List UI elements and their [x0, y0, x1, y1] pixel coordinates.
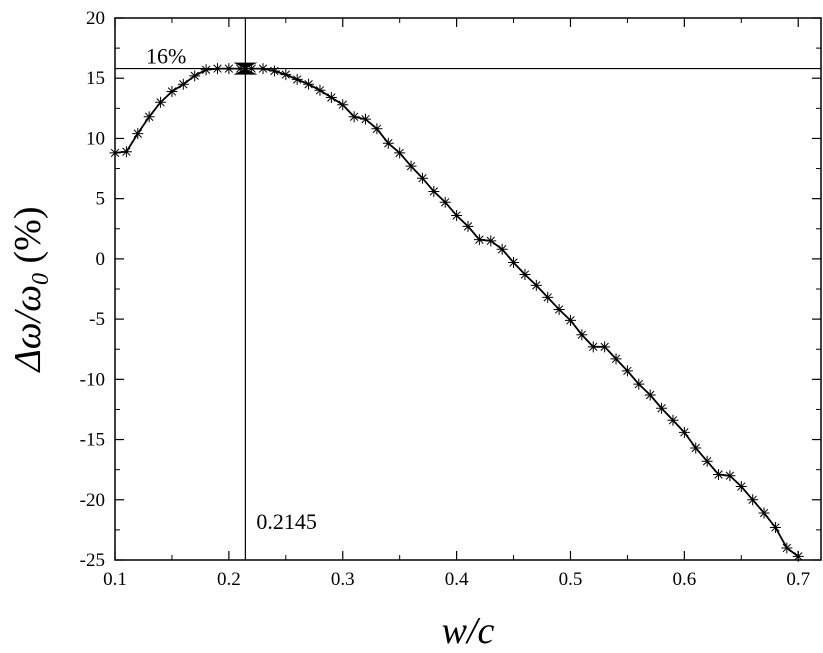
data-point-marker — [246, 63, 258, 75]
data-point-marker — [747, 494, 759, 506]
y-tick-label: -10 — [80, 369, 105, 390]
data-point-marker — [781, 542, 793, 554]
data-point-marker — [223, 63, 235, 75]
y-tick-label: 15 — [86, 68, 105, 89]
data-point-marker — [303, 78, 315, 90]
x-tick-label: 0.7 — [786, 569, 810, 590]
data-point-marker — [360, 113, 372, 125]
data-point-marker — [280, 69, 292, 81]
data-point-marker — [120, 146, 132, 158]
data-point-marker — [553, 303, 565, 315]
data-point-marker — [177, 78, 189, 90]
y-tick-label: 20 — [86, 8, 105, 29]
data-point-marker — [792, 550, 804, 562]
y-axis-title: Δω/ω0 (%) — [7, 207, 54, 374]
data-point-marker — [348, 111, 360, 123]
y-tick-label: 10 — [86, 128, 105, 149]
plot-frame — [114, 17, 822, 561]
data-point-marker — [564, 314, 576, 326]
data-point-marker — [496, 243, 508, 255]
data-point-marker — [416, 172, 428, 184]
data-point-marker — [143, 111, 155, 123]
data-point-marker — [428, 185, 440, 197]
data-point-marker — [542, 291, 554, 303]
y-tick-label: -5 — [89, 309, 105, 330]
data-point-marker — [268, 65, 280, 77]
data-point-marker — [155, 96, 167, 108]
data-point-marker — [439, 196, 451, 208]
data-point-marker — [462, 220, 474, 232]
y-tick-label: 0 — [96, 249, 106, 270]
x-tick-label: 0.5 — [559, 569, 583, 590]
peak-value-label: 16% — [146, 44, 186, 69]
axis-ticks — [114, 17, 821, 561]
y-tick-label: -15 — [80, 430, 105, 451]
data-point-marker — [405, 160, 417, 172]
x-tick-labels: 0.1 0.2 0.3 0.4 0.5 0.6 0.7 — [103, 569, 810, 590]
data-point-marker — [451, 210, 463, 222]
data-point-marker — [189, 70, 201, 82]
data-point-marker — [325, 91, 337, 103]
data-point-marker — [485, 235, 497, 247]
data-point-marker — [394, 147, 406, 159]
data-point-marker — [735, 481, 747, 493]
data-point-marker — [473, 234, 485, 246]
data-point-marker — [758, 507, 770, 519]
data-point-marker — [200, 64, 212, 76]
y-tick-label: 5 — [96, 189, 106, 210]
x-tick-label: 0.3 — [331, 569, 355, 590]
x-tick-label: 0.6 — [672, 569, 696, 590]
data-point-marker — [656, 402, 668, 414]
x-tick-label: 0.2 — [217, 569, 241, 590]
peak-x-label: 0.2145 — [256, 509, 317, 534]
data-point-marker — [701, 455, 713, 467]
data-point-marker — [314, 84, 326, 96]
data-point-marker — [610, 353, 622, 365]
data-point-marker — [690, 442, 702, 454]
data-point-marker — [667, 414, 679, 426]
data-point-marker — [337, 99, 349, 111]
data-point-marker — [599, 341, 611, 353]
data-point-marker — [211, 63, 223, 75]
data-point-marker — [508, 257, 520, 269]
y-tick-label: -25 — [80, 550, 105, 571]
data-point-marker — [633, 378, 645, 390]
y-tick-label: -20 — [80, 490, 105, 511]
data-point-marker — [109, 147, 121, 159]
data-point-marker — [576, 329, 588, 341]
x-axis-title: w/c — [442, 610, 495, 652]
x-tick-label: 0.4 — [445, 569, 469, 590]
data-point-marker — [166, 85, 178, 97]
data-point-marker — [621, 365, 633, 377]
data-point-marker — [713, 468, 725, 480]
x-tick-label: 0.1 — [103, 569, 127, 590]
series-markers — [109, 63, 804, 562]
data-point-marker — [530, 279, 542, 291]
series-line — [114, 67, 799, 558]
data-point-marker — [234, 63, 246, 75]
data-point-marker — [724, 470, 736, 482]
data-point-marker — [291, 73, 303, 85]
data-point-marker — [519, 269, 531, 281]
data-point-marker — [371, 123, 383, 135]
data-point-marker — [132, 128, 144, 140]
data-point-marker — [769, 521, 781, 533]
y-axis-title-unit: (%) — [7, 207, 49, 273]
y-axis-title-main: Δω/ω — [7, 285, 49, 374]
y-tick-labels: -25 -20 -15 -10 -5 0 5 10 15 20 — [80, 8, 105, 571]
data-point-marker — [587, 341, 599, 353]
data-point-marker — [382, 137, 394, 149]
peak-marker — [233, 62, 258, 75]
y-axis-title-subscript: 0 — [28, 273, 54, 285]
data-point-marker — [644, 389, 656, 401]
data-point-marker — [678, 426, 690, 438]
data-point-marker — [257, 63, 269, 75]
